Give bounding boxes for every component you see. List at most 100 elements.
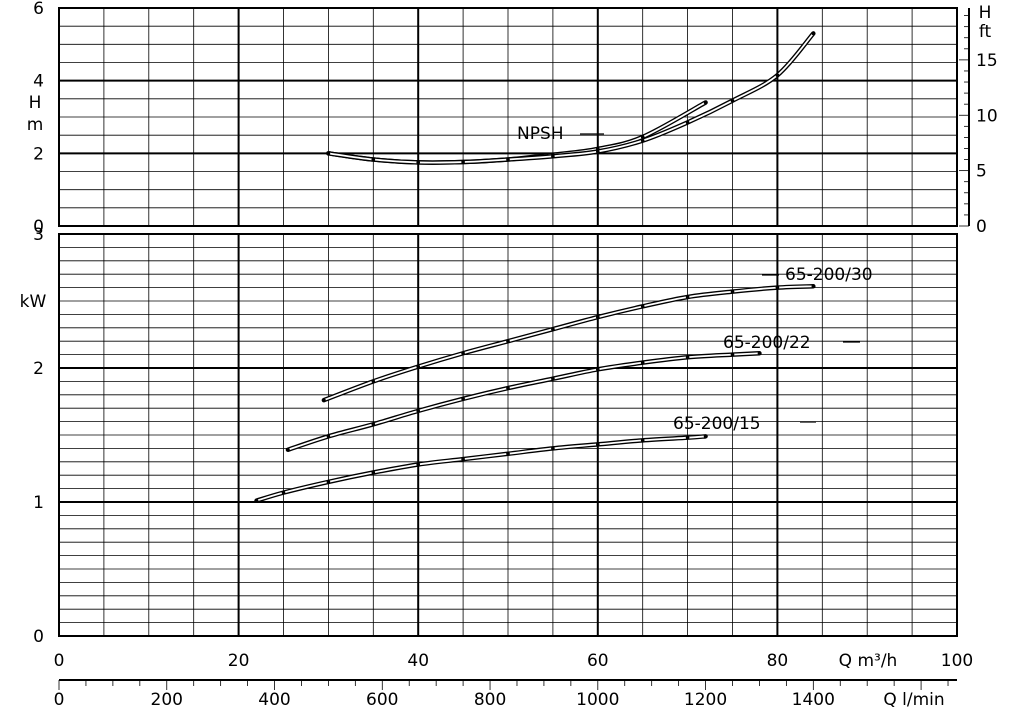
x-tick-label-lmin: 1000	[576, 690, 619, 710]
npsh-y-tick-label: 6	[33, 0, 44, 19]
npsh-curve-1	[326, 31, 816, 165]
data-point	[371, 470, 376, 475]
power-y-label: kW	[20, 292, 47, 312]
data-point	[640, 438, 645, 443]
data-point	[685, 295, 690, 299]
data-point	[640, 138, 645, 143]
data-point	[461, 457, 465, 461]
data-point	[416, 160, 421, 165]
power-curve-2-inner	[255, 435, 707, 502]
ft-tick-label: 0	[976, 217, 987, 237]
data-point	[551, 154, 555, 159]
power-curve-0-inner	[323, 285, 815, 402]
data-point	[685, 120, 690, 125]
npsh-y-tick-label: 2	[33, 144, 44, 164]
data-point	[596, 149, 600, 154]
data-point	[757, 351, 762, 356]
data-point	[326, 151, 331, 156]
data-point	[416, 364, 421, 369]
data-point	[416, 462, 421, 467]
data-point	[685, 435, 690, 440]
data-point	[596, 367, 600, 372]
x-tick-label-lmin: 400	[258, 690, 290, 710]
ft-axis-label-unit: ft	[979, 22, 992, 42]
data-point	[685, 355, 690, 360]
ft-tick-label: 15	[976, 51, 998, 71]
x-tick-label-lmin: 800	[474, 690, 506, 710]
data-point	[596, 442, 600, 447]
x-tick-label-m3h: 60	[587, 651, 609, 671]
data-point	[506, 339, 510, 344]
data-point	[506, 451, 510, 456]
power-panel-frame	[58, 233, 958, 637]
data-point	[811, 31, 816, 36]
data-point	[640, 304, 645, 309]
data-point	[326, 480, 331, 484]
data-point	[322, 398, 326, 402]
x-axis-label-m3h: Q m³/h	[839, 651, 898, 671]
npsh-curve-1-inner	[327, 32, 815, 164]
data-point	[286, 447, 290, 452]
curve-layer	[254, 31, 860, 503]
data-point	[506, 157, 510, 162]
data-point	[371, 422, 376, 427]
label-layer: NPSH 65-200/30 65-200/22 65-200/15	[517, 124, 873, 434]
power-curve-1-inner	[287, 352, 761, 451]
x-tick-label-lmin: 1400	[792, 690, 835, 710]
x-tick-label-lmin: 1200	[684, 690, 727, 710]
data-point	[640, 360, 645, 365]
data-point	[775, 73, 780, 78]
x-tick-label-m3h: 80	[767, 651, 789, 671]
x-tick-label-m3h: 40	[407, 651, 429, 671]
npsh-panel-frame	[58, 7, 958, 227]
x-tick-label-lmin: 600	[366, 690, 398, 710]
data-point	[703, 100, 708, 105]
series-label-65-200-15: 65-200/15	[673, 414, 761, 434]
npsh-y-tick-label: 0	[33, 217, 44, 237]
series-label-65-200-22: 65-200/22	[723, 333, 811, 353]
data-point	[371, 157, 376, 162]
data-point	[730, 352, 735, 357]
npsh-y-label-quantity: H	[29, 93, 42, 113]
data-point	[416, 409, 421, 413]
power-curve-2	[254, 434, 708, 503]
data-point	[551, 327, 555, 331]
x-tick-label-lmin: 200	[151, 690, 183, 710]
data-point	[811, 284, 816, 289]
power-y-tick-label: 0	[33, 627, 44, 647]
data-point	[596, 315, 600, 319]
data-point	[551, 446, 555, 451]
ft-tick-label: 5	[976, 162, 987, 182]
npsh-y-tick-label: 4	[33, 72, 44, 92]
power-y-tick-label: 3	[33, 225, 44, 245]
x-tick-label-lmin: 0	[54, 690, 65, 710]
data-point	[730, 98, 735, 103]
data-point	[326, 434, 331, 439]
power-y-tick-label: 1	[33, 493, 44, 513]
grid-layer	[58, 7, 958, 637]
ft-axis-label-quantity: H	[979, 3, 992, 23]
data-point	[461, 160, 465, 164]
npsh-y-label-unit: m	[27, 115, 44, 135]
data-point	[461, 351, 465, 356]
ft-tick-label: 10	[976, 106, 998, 126]
power-y-tick-label: 2	[33, 359, 44, 379]
npsh-annotation: NPSH	[517, 124, 564, 144]
data-point	[371, 379, 376, 384]
series-label-65-200-30: 65-200/30	[785, 265, 873, 285]
data-point	[730, 289, 735, 294]
x-axis-label-lmin: Q l/min	[883, 690, 944, 710]
data-point	[461, 397, 465, 401]
data-point	[640, 135, 645, 139]
x-tick-label-m3h: 100	[941, 651, 973, 671]
data-point	[281, 490, 286, 495]
x-tick-label-m3h: 0	[54, 651, 65, 671]
x-tick-label-m3h: 20	[228, 651, 250, 671]
data-point	[254, 498, 259, 503]
data-point	[551, 376, 555, 381]
data-point	[703, 434, 708, 439]
data-point	[775, 285, 780, 290]
data-point	[506, 386, 510, 390]
